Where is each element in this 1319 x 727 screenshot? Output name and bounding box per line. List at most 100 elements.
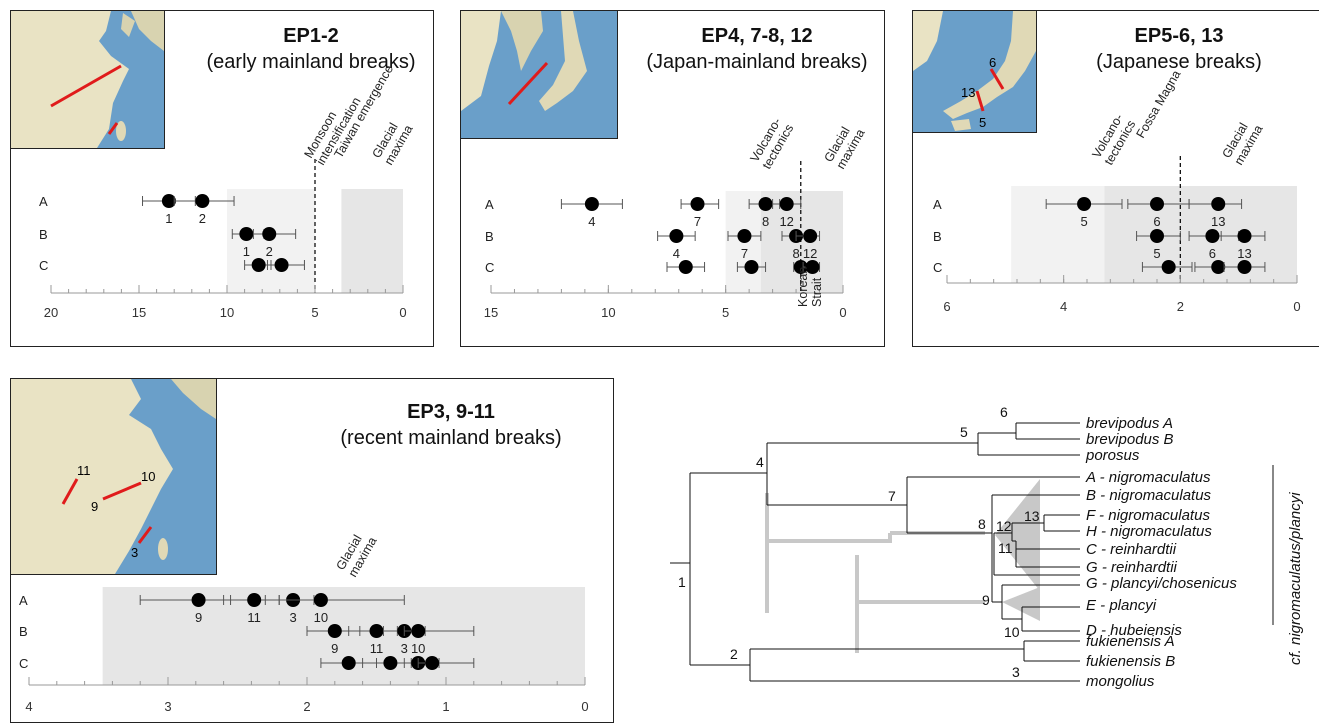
x-tick-label: 0 xyxy=(1293,299,1300,314)
data-point xyxy=(678,260,693,274)
point-label: 10 xyxy=(411,641,425,656)
data-point xyxy=(744,260,759,274)
node-label: 9 xyxy=(982,592,990,608)
point-label: 10 xyxy=(314,610,328,625)
node-label: 5 xyxy=(960,424,968,440)
annotation: Glacialmaxima xyxy=(821,120,867,172)
map-graphic: 11 10 9 3 xyxy=(11,379,216,574)
panel-ep3-9-11: 11 10 9 3 EP3, 9-11 (recent mainland bre… xyxy=(10,378,614,723)
collapsed-clade xyxy=(1002,587,1040,621)
data-point xyxy=(239,227,254,241)
taxon-label: E - plancyi xyxy=(1086,597,1157,614)
collapsed-clade xyxy=(995,479,1040,591)
annotation: Glacialmaxima xyxy=(333,528,379,580)
data-point xyxy=(1211,260,1226,274)
node-label: 13 xyxy=(1024,508,1040,524)
point-label: 11 xyxy=(370,641,384,656)
taxon-label: A - nigromaculatus xyxy=(1085,469,1211,486)
annotation: Volcano-tectonics xyxy=(1089,111,1138,168)
x-tick-label: 2 xyxy=(303,699,310,714)
row-label: C xyxy=(933,260,942,275)
chart-title: EP4, 7-8, 12 xyxy=(701,25,813,47)
node-label: 1 xyxy=(678,574,686,590)
x-tick-label: 10 xyxy=(220,305,234,320)
data-point xyxy=(251,258,266,272)
taxon-label: brevipodus B xyxy=(1086,431,1174,448)
x-tick-label: 4 xyxy=(1060,299,1067,314)
break-line xyxy=(107,122,119,135)
x-tick-label: 3 xyxy=(164,699,171,714)
data-point xyxy=(274,258,289,272)
taxon-label: porosus xyxy=(1085,447,1140,464)
data-point xyxy=(411,624,426,638)
break-line xyxy=(507,61,549,106)
map-label: 9 xyxy=(91,499,98,514)
panel-ep1-2: EP1-2 (early mainland breaks) 20 15 10 5 0 A B… xyxy=(10,10,434,347)
panel-title: EP1-2 (early mainland breaks) xyxy=(191,23,431,75)
map-label: 3 xyxy=(131,545,138,560)
taxon-label: C - reinhardtii xyxy=(1086,541,1177,558)
chart-subtitle: (Japan-mainland breaks) xyxy=(646,51,868,73)
row-label: A xyxy=(933,197,942,212)
data-point xyxy=(758,197,773,211)
row-label: B xyxy=(19,624,28,639)
shaded-band xyxy=(102,587,586,685)
x-tick-label: 5 xyxy=(311,305,318,320)
point-label: 8 xyxy=(762,214,769,229)
data-point xyxy=(383,656,398,670)
data-point xyxy=(1077,197,1092,211)
row-label: C xyxy=(19,656,28,671)
break-line xyxy=(989,68,1005,90)
row-label: C xyxy=(39,258,48,273)
row-label: A xyxy=(485,197,494,212)
chart-subtitle: (early mainland breaks) xyxy=(206,51,416,73)
chart-subtitle: (recent mainland breaks) xyxy=(340,427,562,449)
ep4-7-8-12-chart: 15 10 5 0 A B C 4 7 8 12 4 7 8 12 Volcano-tectonics Glac… xyxy=(484,115,868,320)
break-line xyxy=(137,526,153,544)
point-label: 12 xyxy=(779,214,793,229)
node-label: 6 xyxy=(1000,404,1008,420)
point-label: 7 xyxy=(741,246,748,261)
row-label: B xyxy=(933,229,942,244)
phylogenetic-tree: 1 2 3 4 5 6 7 8 9 10 11 12 13 brevipodus… xyxy=(670,404,1304,690)
data-point xyxy=(779,197,794,211)
taxon-label: H - nigromaculatus xyxy=(1086,523,1212,540)
node-label: 12 xyxy=(996,518,1012,534)
point-label: 11 xyxy=(247,610,261,625)
point-label: 13 xyxy=(1211,214,1225,229)
node-label: 3 xyxy=(1012,664,1020,680)
point-label: 1 xyxy=(165,211,172,226)
data-point xyxy=(195,194,210,208)
data-point xyxy=(341,656,356,670)
annotation: Glacialmaxima xyxy=(1219,116,1265,168)
map-inset xyxy=(461,11,618,139)
data-point xyxy=(1150,229,1164,243)
data-point xyxy=(327,624,342,638)
chart-title: EP1-2 xyxy=(283,25,339,47)
point-label: 7 xyxy=(694,214,701,229)
x-tick-label: 0 xyxy=(839,305,846,320)
break-line xyxy=(102,481,142,501)
taxon-label: G - plancyi/chosenicus xyxy=(1086,575,1237,592)
data-point xyxy=(262,227,277,241)
data-point xyxy=(805,260,820,274)
x-tick-label: 4 xyxy=(25,699,32,714)
panel-ep4-7-8-12: EP4, 7-8, 12 (Japan-mainland breaks) 15 1… xyxy=(460,10,885,347)
data-point xyxy=(584,197,599,211)
map-inset xyxy=(11,11,165,149)
x-tick-label: 15 xyxy=(132,305,146,320)
data-point xyxy=(803,229,818,243)
break-line xyxy=(975,90,985,112)
taxon-label: G - reinhardtii xyxy=(1086,559,1178,576)
chart-title: EP5-6, 13 xyxy=(1134,25,1224,47)
row-label: A xyxy=(39,194,48,209)
data-point xyxy=(191,593,206,607)
data-point xyxy=(313,593,328,607)
taxon-label: fukienensis B xyxy=(1086,653,1175,670)
node-label: 4 xyxy=(756,454,764,470)
map-label: 11 xyxy=(77,463,91,478)
break-line xyxy=(61,478,79,505)
taxon-label: mongolius xyxy=(1086,673,1155,690)
